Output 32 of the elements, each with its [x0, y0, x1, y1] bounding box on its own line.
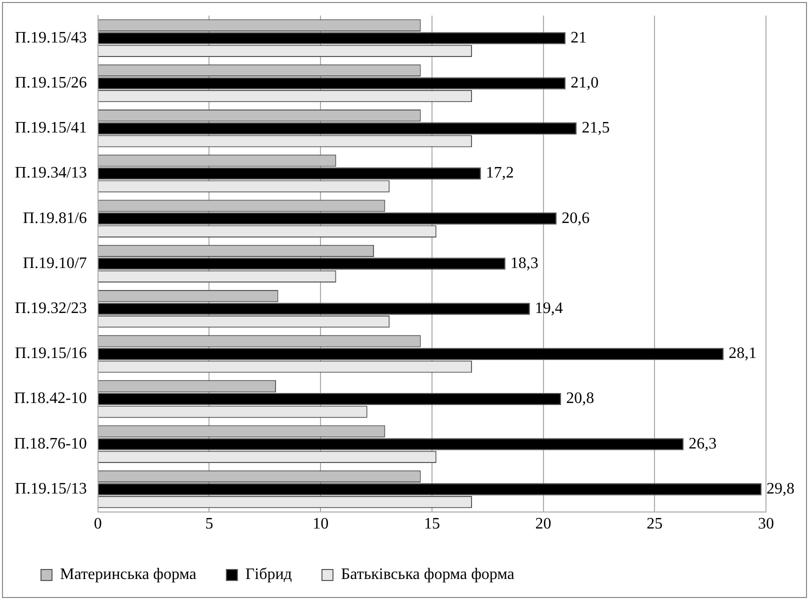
legend-label: Гібрид	[245, 566, 292, 584]
y-tick-label: П.19.32/23	[14, 300, 87, 318]
x-tick-label: 10	[312, 516, 329, 533]
y-tick-label: П.19.81/6	[22, 210, 87, 227]
x-tick-label: 0	[94, 516, 102, 533]
y-tick-label: П.19.15/41	[14, 120, 87, 137]
y-tick-label: П.19.10/7	[22, 254, 87, 272]
data-label: 20,8	[566, 390, 594, 408]
y-tick-label: П.18.76-10	[14, 435, 87, 452]
x-tick-label: 5	[205, 516, 214, 533]
y-tick-label: П.19.15/13	[14, 480, 87, 498]
data-label: 20,6	[562, 210, 590, 227]
x-tick-label: 25	[646, 516, 663, 533]
data-label: 26,3	[688, 435, 717, 452]
legend-label: Материнська форма	[60, 566, 196, 584]
y-tick-label: П.19.34/13	[14, 164, 87, 182]
data-label: 21,0	[570, 74, 599, 92]
y-tick-label: П.19.15/16	[14, 345, 87, 362]
y-tick-label: П.18.42-10	[14, 390, 87, 408]
y-tick-label: П.19.15/26	[14, 74, 87, 92]
legend-label: Батьківська форма форма	[340, 566, 514, 584]
data-label: 21	[570, 29, 587, 46]
data-label: 18,3	[510, 254, 538, 272]
x-tick-label: 30	[758, 516, 774, 533]
data-label: 17,2	[486, 164, 514, 182]
x-tick-label: 20	[535, 516, 552, 533]
data-label: 28,1	[728, 345, 757, 362]
y-tick-label: П.19.15/43	[14, 29, 87, 46]
x-tick-label: 15	[424, 516, 440, 533]
data-label: 19,4	[534, 300, 563, 318]
data-label: 21,5	[582, 120, 610, 137]
data-label: 29,8	[766, 480, 795, 498]
